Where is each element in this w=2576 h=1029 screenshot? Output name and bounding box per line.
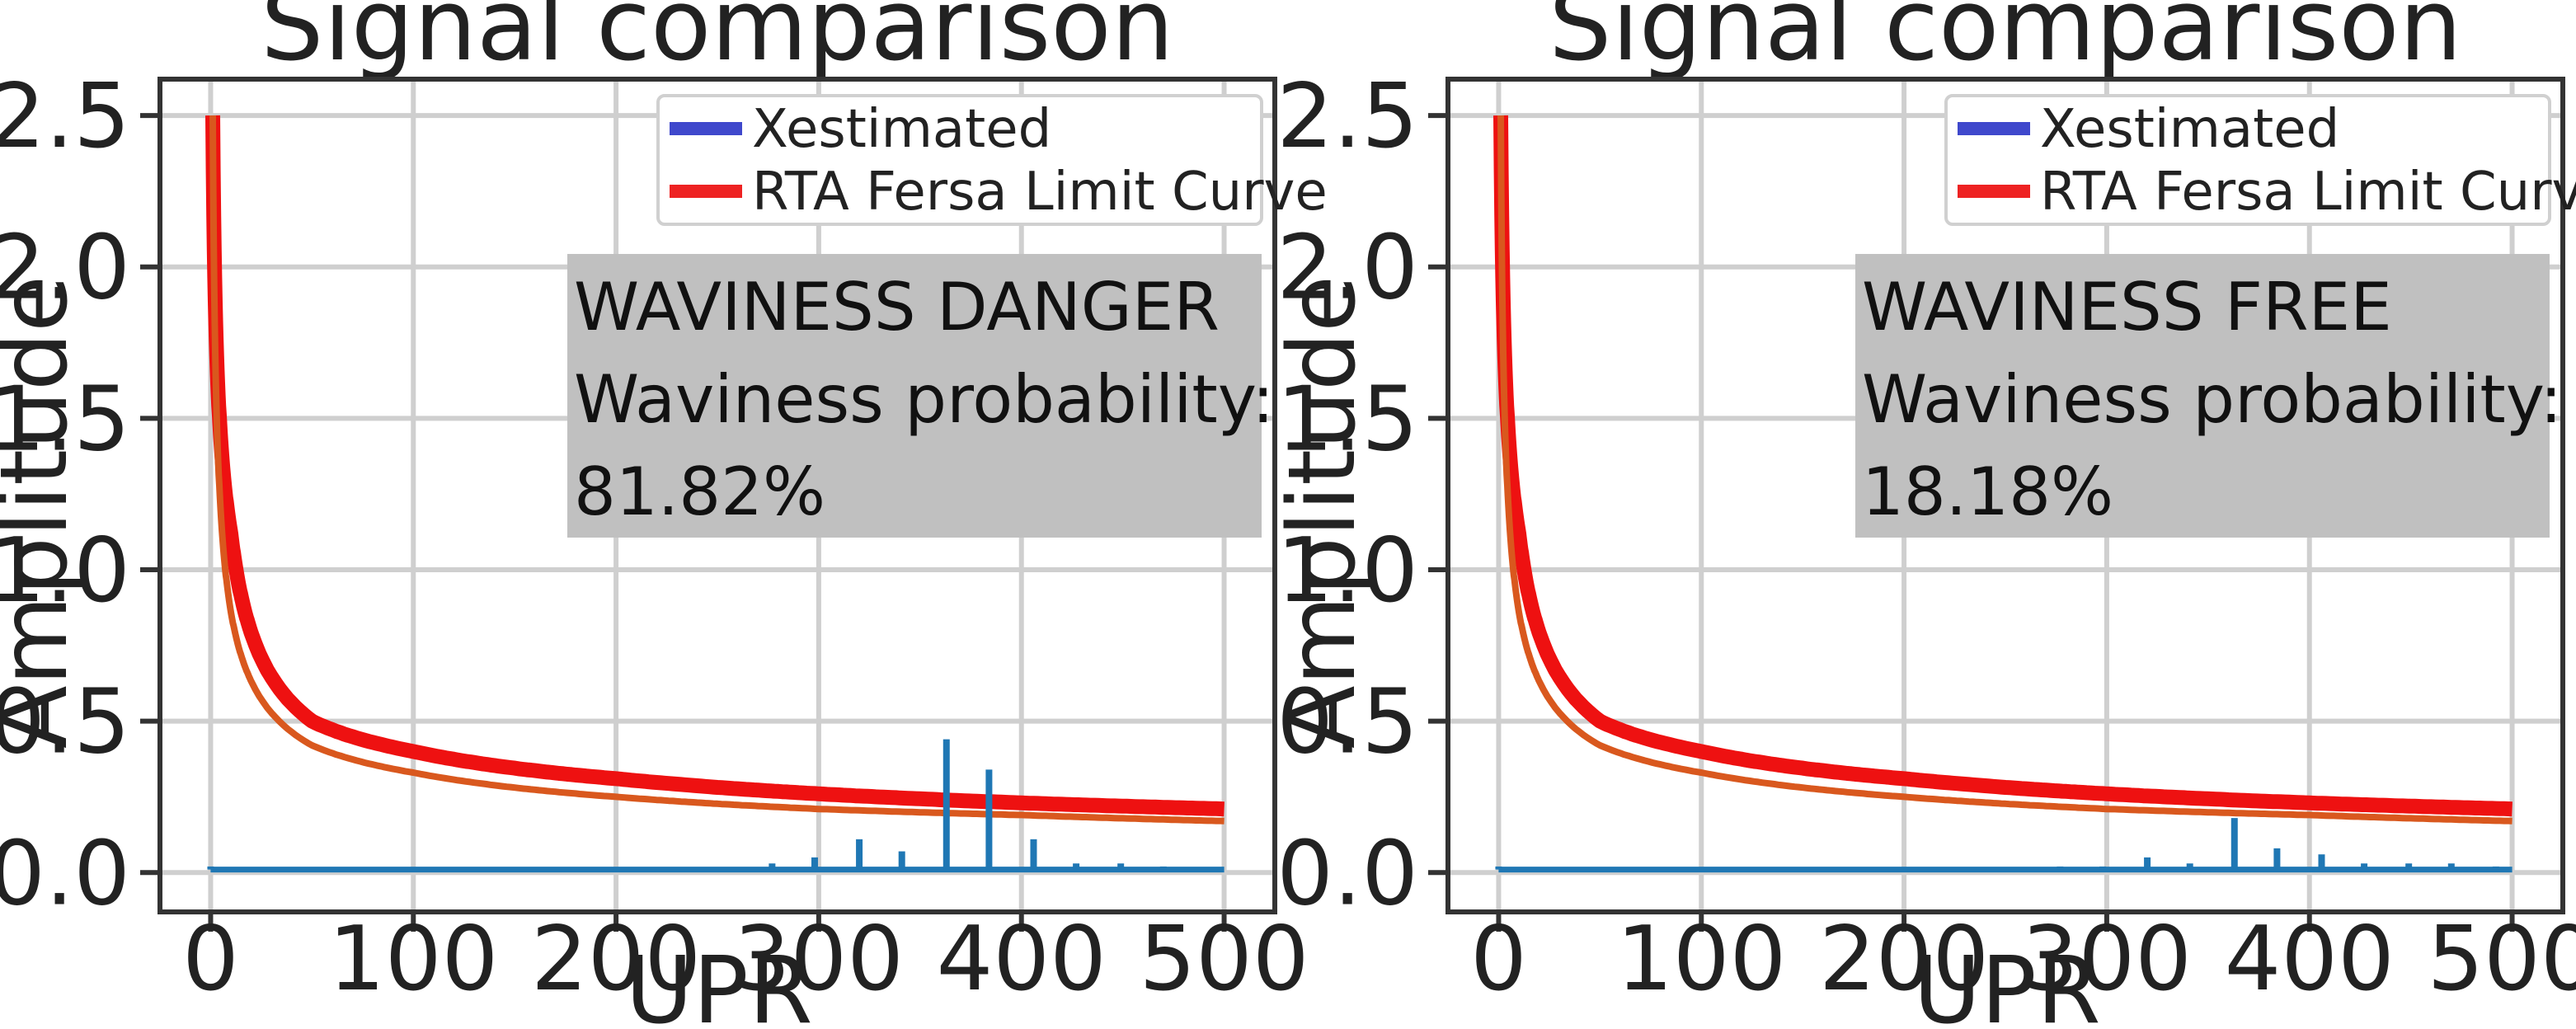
- y-tick-label: 0.0: [0, 822, 130, 925]
- x-axis-label: UPR: [1913, 937, 2100, 1029]
- plot-area: [205, 115, 1228, 873]
- annotation-box: WAVINESS DANGER Waviness probability: 81.…: [567, 254, 1274, 538]
- annotation-line: 81.82%: [574, 453, 825, 530]
- chart-title: Signal comparison: [1549, 0, 2461, 83]
- x-tick-label: 400: [2225, 908, 2395, 1011]
- x-axis-label: UPR: [625, 937, 812, 1029]
- legend-label: Xestimated: [2040, 99, 2339, 160]
- x-tick-label: 300: [734, 908, 904, 1011]
- y-tick-label: 1.0: [0, 519, 130, 623]
- plot-frame: [157, 77, 1277, 914]
- x-tick-label: 500: [1139, 908, 1309, 1011]
- annotation-line: WAVINESS DANGER: [574, 269, 1220, 345]
- x-tick-label: 100: [1616, 908, 1786, 1011]
- y-axis-label: Amplitude: [1269, 275, 1376, 749]
- x-tick-label: 500: [2427, 908, 2576, 1011]
- y-tick-label: 2.0: [1276, 217, 1418, 320]
- plot-area: [1493, 115, 2516, 873]
- y-tick-label: 1.5: [0, 368, 130, 471]
- secondary-limit-curve-line: [209, 115, 1225, 825]
- secondary-limit-curve-line: [1497, 115, 2513, 825]
- y-tick-label: 2.5: [1276, 65, 1418, 168]
- x-tick-label: 300: [2022, 908, 2192, 1011]
- limit-curve-line: [1493, 115, 2516, 817]
- legend-label: Xestimated: [752, 99, 1051, 160]
- annotation-line: Waviness probability:: [1862, 361, 2562, 438]
- x-tick-label: 200: [531, 908, 701, 1011]
- plot-frame: [1445, 77, 2565, 914]
- y-tick-label: 1.0: [1276, 519, 1418, 623]
- annotation-line: WAVINESS FREE: [1862, 269, 2392, 345]
- annotation-line: Waviness probability:: [574, 361, 1274, 438]
- y-tick-label: 0.5: [1276, 671, 1418, 774]
- y-tick-label: 0.0: [1276, 822, 1418, 925]
- limit-curve-line: [205, 115, 1228, 817]
- x-tick-label: 400: [937, 908, 1107, 1011]
- chart-left: Signal comparison 0 100 200 300 400 500 0.0 0.5 1…: [0, 0, 1328, 1029]
- annotation-line: 18.18%: [1862, 453, 2113, 530]
- x-tick-label: 100: [328, 908, 498, 1011]
- y-tick-label: 2.5: [0, 65, 130, 168]
- annotation-box: WAVINESS FREE Waviness probability: 18.18%: [1855, 254, 2562, 538]
- y-tick-label: 1.5: [1276, 368, 1418, 471]
- chart-svg: Signal comparison 0 100 200 300 400 500 0.0 0.5 1…: [1269, 0, 2576, 1029]
- y-axis-label: Amplitude: [0, 275, 88, 749]
- chart-title: Signal comparison: [261, 0, 1173, 83]
- chart-right: Signal comparison 0 100 200 300 400 500 0.0 0.5 1…: [1269, 0, 2576, 1029]
- x-tick-label: 200: [1819, 908, 1989, 1011]
- x-tick-label: 0: [1470, 908, 1527, 1011]
- legend-label: RTA Fersa Limit Curve: [752, 162, 1328, 223]
- x-tick-label: 0: [182, 908, 239, 1011]
- legend-label: RTA Fersa Limit Curve: [2040, 162, 2576, 223]
- y-tick-label: 0.5: [0, 671, 130, 774]
- y-tick-label: 2.0: [0, 217, 130, 320]
- chart-svg: Signal comparison 0 100 200 300 400 500 0.0 0.5 1…: [0, 0, 1328, 1029]
